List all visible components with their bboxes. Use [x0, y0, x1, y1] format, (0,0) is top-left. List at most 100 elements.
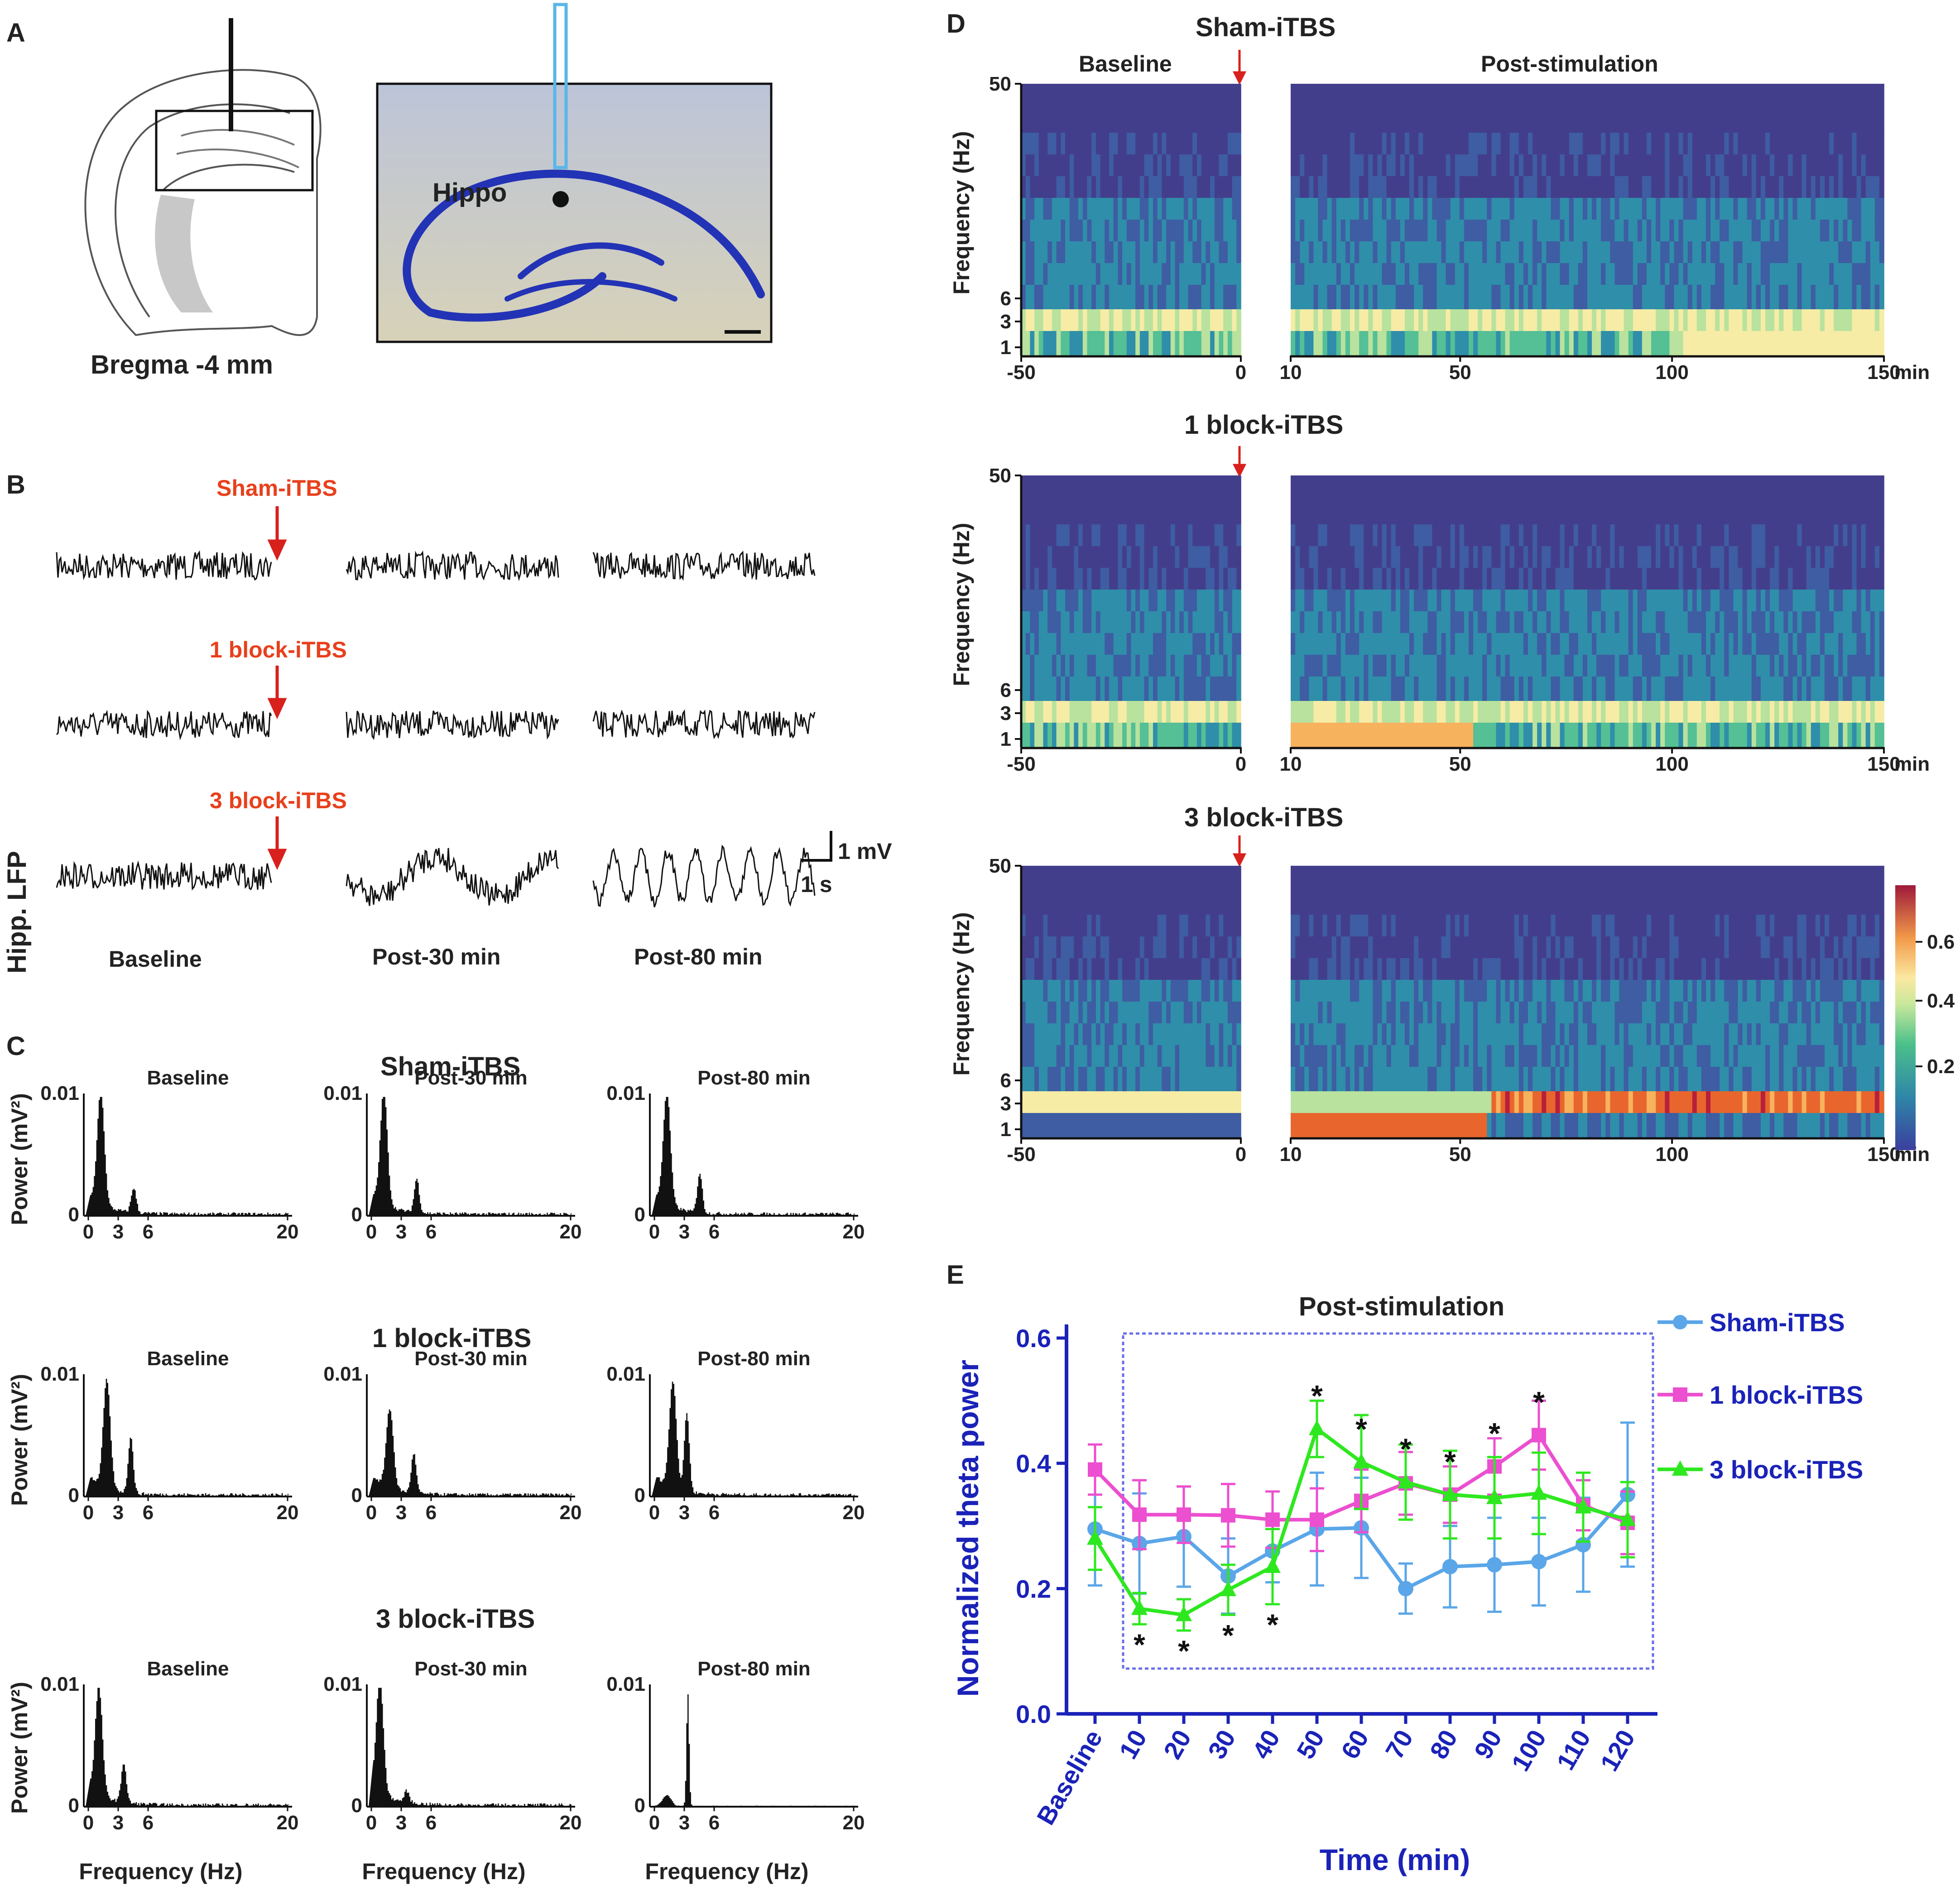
- spectrogram-cell: [1157, 263, 1163, 285]
- spectrogram-cell: [1219, 701, 1224, 723]
- spectrogram-cell: [1733, 220, 1739, 242]
- spectrogram-cell: [1637, 285, 1643, 310]
- spectrogram-cell: [1674, 590, 1679, 612]
- spectrogram-cell: [1391, 1045, 1396, 1067]
- spectrogram-cell: [1318, 331, 1323, 356]
- spectrogram-cell: [1122, 723, 1127, 748]
- spectrogram-cell: [1364, 701, 1369, 723]
- spectrogram-cell: [1395, 546, 1401, 568]
- spectrogram-cell: [1118, 309, 1123, 331]
- spectrogram-cell: [1291, 241, 1296, 264]
- spectrogram-cell: [1327, 1045, 1332, 1067]
- spectrogram-cell: [1377, 475, 1383, 525]
- spectrogram-cell: [1153, 1023, 1158, 1046]
- spectrogram-cell: [1087, 331, 1092, 356]
- spectrogram-cell: [1331, 590, 1337, 612]
- spectrogram-cell: [1537, 701, 1542, 723]
- spectrogram-cell: [1336, 285, 1341, 310]
- spectrogram-cell: [1131, 866, 1136, 915]
- spectrogram-cell: [1355, 936, 1360, 959]
- spectrogram-cell: [1751, 611, 1757, 633]
- spectrogram-cell: [1322, 1091, 1328, 1113]
- spectrogram-cell: [1166, 958, 1171, 980]
- spectrogram-cell: [1359, 1002, 1364, 1024]
- spectrogram-cell: [1446, 568, 1451, 590]
- spectrogram-cell: [1087, 915, 1092, 937]
- spectrogram-cell: [1815, 701, 1821, 723]
- spectrogram-cell: [1619, 220, 1624, 242]
- spectrogram-cell: [1414, 590, 1419, 612]
- spectrogram-cell: [1175, 133, 1180, 155]
- spectrogram-cell: [1400, 220, 1405, 242]
- spectrogram-cell: [1206, 1091, 1211, 1113]
- spectrogram-cell: [1469, 723, 1474, 748]
- spectrogram-cell: [1696, 475, 1702, 525]
- spectrogram-cell: [1852, 133, 1857, 155]
- spectrogram-cell: [1126, 723, 1132, 748]
- spectrogram-cell: [1838, 633, 1844, 655]
- spectrogram-cell: [1183, 198, 1189, 220]
- spectrogram-cell: [1674, 524, 1679, 547]
- spectrogram-cell: [1678, 133, 1684, 155]
- spectrogram-cell: [1710, 655, 1715, 677]
- spectrogram-cell: [1355, 1113, 1360, 1138]
- spectrogram-cell: [1656, 723, 1661, 748]
- spectrogram-cell: [1223, 84, 1228, 133]
- spectrogram-cell: [1760, 633, 1766, 655]
- spectrogram-cell: [1109, 866, 1114, 915]
- spectrogram-cell: [1770, 546, 1775, 568]
- spectrogram-cell: [1729, 309, 1734, 331]
- spectrogram-cell: [1747, 84, 1752, 133]
- spectrogram-cell: [1386, 568, 1392, 590]
- spectrogram-cell: [1166, 263, 1171, 285]
- spectrogram-cell: [1710, 524, 1715, 547]
- spectrogram-cell: [1469, 241, 1474, 264]
- spectrogram-cell: [1078, 915, 1083, 937]
- spectrogram-cell: [1105, 263, 1110, 285]
- spectrogram-cell: [1528, 263, 1533, 285]
- spectrogram-cell: [1647, 676, 1652, 701]
- spectrogram-cell: [1373, 723, 1378, 748]
- spectrogram-cell: [1464, 176, 1469, 198]
- spectrogram-cell: [1105, 309, 1110, 331]
- spectrogram-cell: [1091, 524, 1096, 547]
- spectrogram-cell: [1368, 936, 1374, 959]
- spectrogram-cell: [1291, 475, 1296, 525]
- spectrogram-cell: [1496, 176, 1501, 198]
- spectrogram-cell: [1061, 958, 1066, 980]
- spectrogram-cell: [1404, 84, 1410, 133]
- spectrogram-cell: [1069, 263, 1075, 285]
- spectrogram-cell: [1056, 866, 1062, 915]
- spectrogram-cell: [1601, 285, 1606, 310]
- spectrogram-cell: [1131, 475, 1136, 525]
- spectrogram-cell: [1733, 676, 1739, 701]
- spectrogram-cell: [1206, 611, 1211, 633]
- spectrogram-cell: [1082, 701, 1088, 723]
- spectrogram-cell: [1418, 285, 1424, 310]
- spectrogram-cell: [1760, 331, 1766, 356]
- spectrum-xtick-label: 6: [709, 1812, 720, 1834]
- spectrogram-cell: [1030, 866, 1035, 915]
- spectrogram-cell: [1710, 546, 1715, 568]
- spectrogram-cell: [1069, 241, 1075, 264]
- d-title-1block: 1 block-iTBS: [1184, 410, 1343, 440]
- spectrogram-cell: [1313, 331, 1319, 356]
- spectrogram-cell: [1496, 285, 1501, 310]
- spectrogram-cell: [1038, 263, 1044, 285]
- spectrogram-cell: [1355, 958, 1360, 980]
- spectrogram-cell: [1166, 1002, 1171, 1024]
- spectrum-xtick-label: 20: [277, 1221, 299, 1243]
- spectrogram-cell: [1291, 524, 1296, 547]
- spectrogram-cell: [1038, 84, 1044, 133]
- spectrogram-cell: [1175, 285, 1180, 310]
- spectrogram-cell: [1227, 701, 1233, 723]
- spectrogram-cell: [1327, 176, 1332, 198]
- spectrogram-cell: [1551, 309, 1556, 331]
- spectrogram-cell: [1528, 524, 1533, 547]
- spectrogram-cell: [1605, 285, 1611, 310]
- spectrogram-cell: [1738, 723, 1743, 748]
- spectrogram-cell: [1078, 676, 1083, 701]
- spectrogram-cell: [1364, 133, 1369, 155]
- spectrogram-cell: [1806, 331, 1811, 356]
- spectrogram-cell: [1532, 590, 1537, 612]
